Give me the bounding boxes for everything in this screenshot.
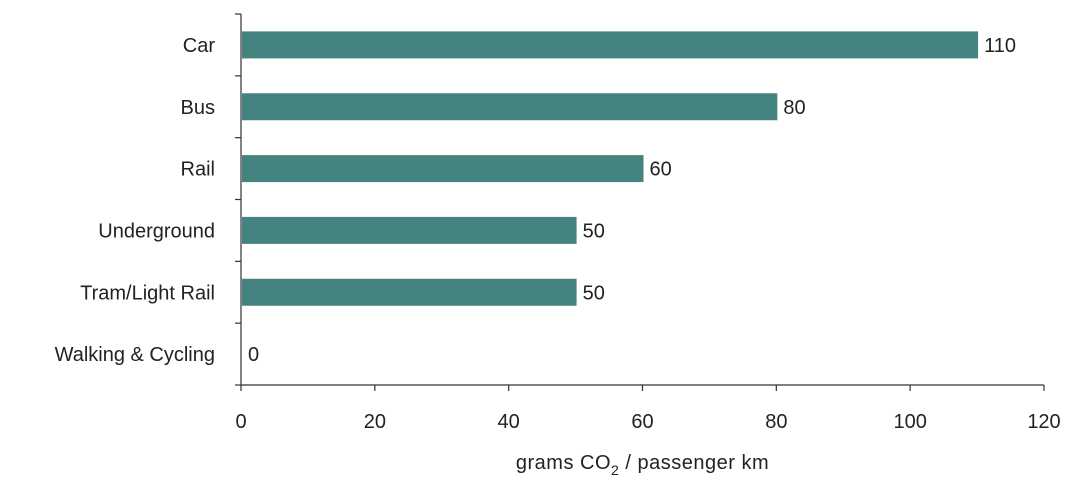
bar	[242, 216, 577, 244]
category-label: Bus	[181, 97, 215, 119]
x-tick-marks: 0 20 40 60 80 100 120	[235, 385, 1061, 433]
data-label: 0	[248, 344, 259, 366]
x-tick-label: 100	[893, 411, 926, 433]
x-tick-label: 20	[364, 411, 386, 433]
data-label: 50	[583, 220, 605, 242]
bars-group	[242, 31, 979, 306]
bar	[242, 31, 979, 59]
category-labels: Car Bus Rail Underground Tram/Light Rail Walk…	[55, 35, 216, 366]
bar	[242, 93, 778, 121]
bar	[242, 278, 577, 306]
data-label: 50	[583, 282, 605, 304]
data-label: 110	[984, 35, 1016, 57]
x-axis-title: grams CO2 / passenger km	[516, 452, 769, 478]
bar	[242, 155, 644, 183]
x-tick-label: 80	[765, 411, 787, 433]
data-label: 80	[783, 97, 805, 119]
x-axis-title-suffix: / passenger km	[619, 452, 769, 474]
category-label: Underground	[98, 220, 215, 242]
category-label: Walking & Cycling	[55, 344, 215, 366]
x-tick-label: 40	[498, 411, 520, 433]
data-labels: 110 80 60 50 50 0	[248, 35, 1016, 366]
x-tick-label: 120	[1027, 411, 1060, 433]
x-tick-label: 0	[235, 411, 246, 433]
x-axis-title-subscript: 2	[611, 462, 619, 478]
x-tick-label: 60	[631, 411, 653, 433]
category-label: Car	[183, 35, 216, 57]
x-axis-title-prefix: grams CO	[516, 452, 611, 474]
data-label: 60	[650, 159, 672, 181]
category-label: Rail	[181, 159, 215, 181]
y-tick-marks	[235, 13, 241, 386]
category-label: Tram/Light Rail	[80, 282, 215, 304]
